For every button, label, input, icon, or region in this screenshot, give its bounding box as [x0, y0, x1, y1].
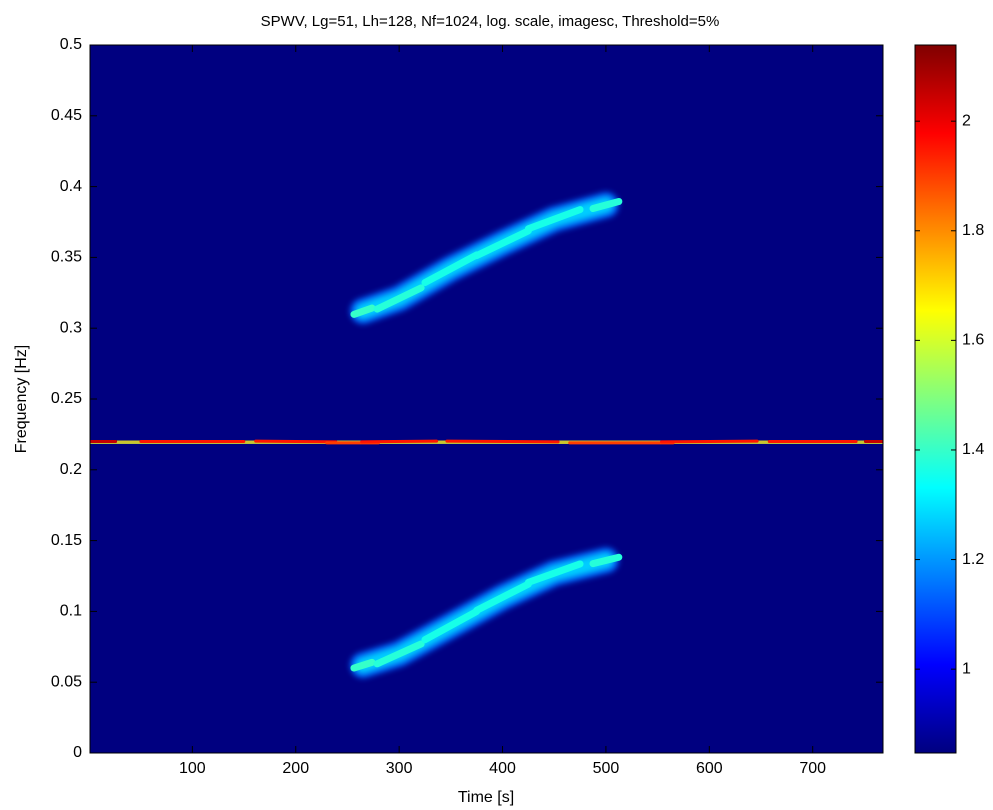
intensity-mark	[350, 304, 376, 318]
intensity-mark	[350, 658, 376, 672]
intensity-mark	[589, 197, 623, 213]
intensity-mark	[373, 640, 425, 668]
intensity-mark	[473, 580, 532, 614]
colorbar-tick-label: 1.2	[962, 551, 984, 568]
intensity-mark	[421, 251, 481, 287]
y-tick-label: 0	[73, 744, 82, 761]
x-tick-label: 300	[386, 760, 413, 777]
y-axis-label: Frequency [Hz]	[13, 345, 30, 453]
x-axis-label: Time [s]	[458, 789, 514, 806]
intensity-mark	[659, 439, 759, 444]
intensity-mark	[524, 206, 584, 233]
x-tick-label: 500	[593, 760, 620, 777]
colorbar-tick-label: 1	[962, 660, 971, 677]
intensity-mark	[445, 439, 560, 444]
y-tick-label: 0.5	[60, 36, 82, 53]
x-tick-label: 200	[282, 760, 309, 777]
intensity-mark	[473, 227, 532, 260]
y-tick-label: 0.15	[51, 532, 82, 549]
y-tick-label: 0.35	[51, 249, 82, 266]
y-tick-label: 0.1	[60, 603, 82, 620]
plot-area	[90, 45, 883, 753]
x-tick-label: 700	[799, 760, 826, 777]
y-tick-label: 0.05	[51, 673, 82, 690]
colorbar-tick-label: 1.8	[962, 222, 984, 239]
intensity-mark	[589, 553, 623, 568]
intensity-mark	[373, 284, 425, 313]
x-tick-label: 400	[489, 760, 516, 777]
x-tick-label: 100	[179, 760, 206, 777]
colorbar-tick-label: 1.6	[962, 332, 984, 349]
x-tick-label: 600	[696, 760, 723, 777]
y-tick-label: 0.3	[60, 319, 82, 336]
plot-layer	[90, 192, 883, 679]
y-tick-label: 0.45	[51, 107, 82, 124]
intensity-mark	[421, 607, 481, 644]
intensity-mark	[524, 560, 584, 586]
chart-title: SPWV, Lg=51, Lh=128, Nf=1024, log. scale…	[261, 13, 720, 30]
colorbar	[914, 44, 957, 754]
intensity-mark	[254, 439, 338, 444]
colorbar-tick-label: 2	[962, 112, 971, 129]
y-tick-label: 0.4	[60, 178, 82, 195]
colorbar-tick-label: 1.4	[962, 441, 984, 458]
y-tick-label: 0.2	[60, 461, 82, 478]
intensity-mark	[360, 439, 439, 444]
y-tick-label: 0.25	[51, 390, 82, 407]
